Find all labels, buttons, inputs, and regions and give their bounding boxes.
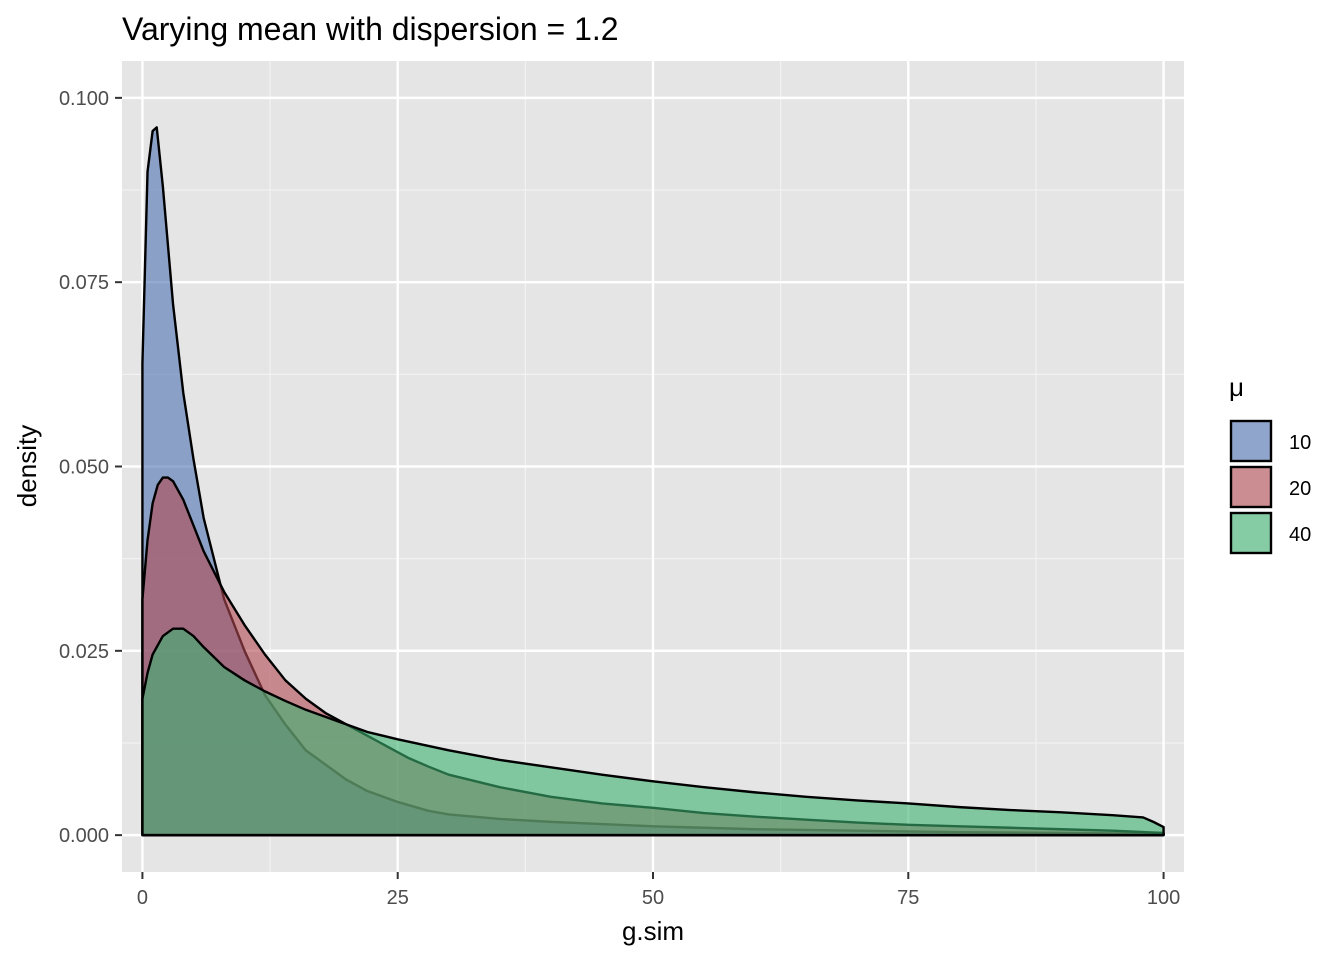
y-tick-label: 0.050 — [59, 457, 109, 479]
legend-title: μ — [1229, 372, 1244, 402]
x-tick-label: 25 — [387, 887, 409, 909]
x-axis-label: g.sim — [622, 916, 684, 946]
density-area-40 — [141, 627, 1165, 837]
y-axis: 0.000 0.025 0.050 0.075 0.100 — [59, 88, 122, 847]
x-tick-label: 100 — [1147, 887, 1180, 909]
legend-label-20: 20 — [1289, 478, 1311, 500]
legend-swatch-40 — [1229, 511, 1273, 555]
y-axis-label: density — [12, 425, 42, 507]
legend-swatch-20 — [1229, 465, 1273, 509]
legend: μ 10 20 40 — [1229, 372, 1311, 555]
y-tick-label: 0.075 — [59, 272, 109, 294]
legend-label-10: 10 — [1289, 432, 1311, 454]
x-tick-label: 50 — [642, 887, 664, 909]
density-areas — [141, 126, 1165, 837]
legend-label-40: 40 — [1289, 524, 1311, 546]
x-tick-label: 75 — [897, 887, 919, 909]
legend-items: 10 20 40 — [1229, 419, 1311, 555]
x-tick-label: 0 — [137, 887, 148, 909]
legend-swatch-10 — [1229, 419, 1273, 463]
y-tick-label: 0.000 — [59, 825, 109, 847]
chart-title: Varying mean with dispersion = 1.2 — [122, 11, 619, 47]
y-tick-label: 0.100 — [59, 88, 109, 110]
y-tick-label: 0.025 — [59, 641, 109, 663]
x-axis: 0 25 50 75 100 — [137, 872, 1180, 909]
